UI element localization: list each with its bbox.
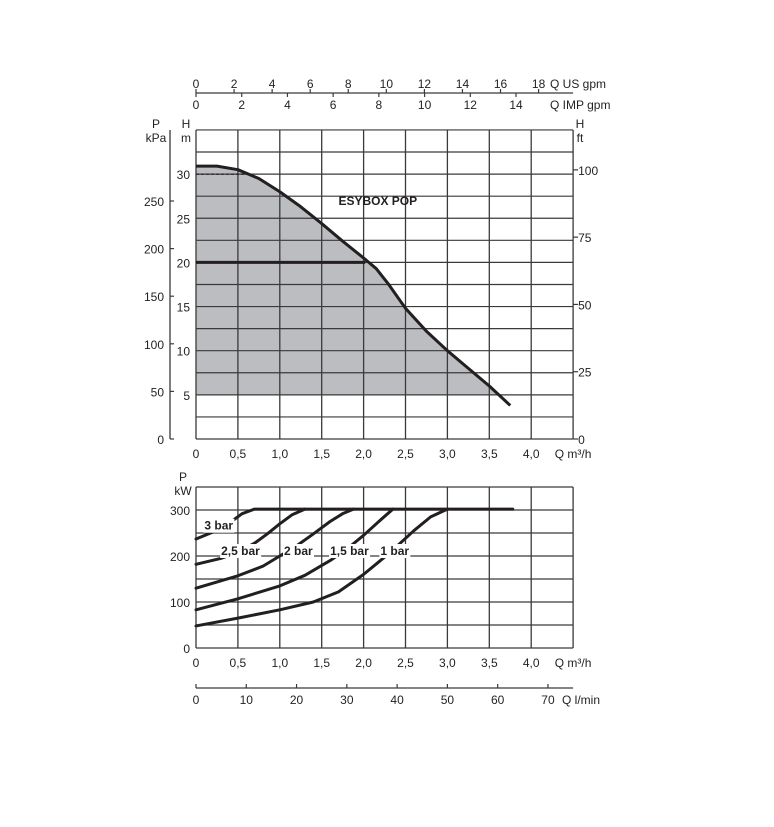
lmin-tick-label: 0 <box>193 693 200 707</box>
operating-area-fill <box>196 166 499 395</box>
y-tick-label-kw: 200 <box>170 550 190 564</box>
y-tick-label-h-m: 15 <box>177 301 191 315</box>
y-tick-label-h-m: 5 <box>183 389 190 403</box>
imp-gpm-tick-label: 10 <box>418 98 432 112</box>
y-tick-label-ft: 75 <box>578 231 592 245</box>
pump-curve-esybox-pop <box>196 164 512 407</box>
imp-gpm-tick-label: 4 <box>284 98 291 112</box>
x-tick-label: 1,5 <box>313 447 330 461</box>
x-tick-label: 1,0 <box>271 447 288 461</box>
us-gpm-tick-label: 2 <box>231 77 238 91</box>
x-tick-label: 2,0 <box>355 656 372 670</box>
x-tick-label: 3,0 <box>439 656 456 670</box>
series-label: 1,5 bar <box>330 544 369 558</box>
us-gpm-tick-label: 10 <box>380 77 394 91</box>
x-tick-label: 1,0 <box>271 656 288 670</box>
imp-gpm-tick-label: 2 <box>238 98 245 112</box>
series-label-esybox-pop: ESYBOX POP <box>338 194 417 208</box>
lmin-tick-label: 10 <box>240 693 254 707</box>
y-axis-label-p: P <box>179 470 187 484</box>
x-tick-label: 2,5 <box>397 447 414 461</box>
y-tick-label-kw: 0 <box>183 642 190 656</box>
x-tick-label: 0,5 <box>230 447 247 461</box>
y-axis-label-h-right: H <box>576 117 585 131</box>
y-tick-label-kw: 100 <box>170 596 190 610</box>
x-tick-label: 4,0 <box>523 656 540 670</box>
y-axis-label-kw: kW <box>174 484 192 498</box>
y-tick-label-kw: 300 <box>170 504 190 518</box>
x-tick-label: 0 <box>193 447 200 461</box>
y-axis-label-m: m <box>181 131 191 145</box>
us-gpm-axis-label: Q US gpm <box>550 77 606 91</box>
series-label: 1 bar <box>380 544 409 558</box>
us-gpm-tick-label: 16 <box>494 77 508 91</box>
x-tick-label: 0 <box>193 656 200 670</box>
y-tick-label-kpa: 100 <box>144 338 164 352</box>
y-tick-label-h-m: 20 <box>177 256 191 270</box>
y-tick-label-h-m: 30 <box>177 168 191 182</box>
lmin-tick-label: 40 <box>390 693 404 707</box>
x-tick-label: 0,5 <box>230 656 247 670</box>
x-axis-label: Q m³/h <box>555 447 592 461</box>
power-curve-1-bar <box>194 507 449 628</box>
us-gpm-tick-label: 4 <box>269 77 276 91</box>
us-gpm-tick-label: 0 <box>193 77 200 91</box>
y-tick-label-kpa: 250 <box>144 195 164 209</box>
x-tick-label: 4,0 <box>523 447 540 461</box>
us-gpm-tick-label: 6 <box>307 77 314 91</box>
power-curve-1-5-bar <box>194 507 395 612</box>
y-tick-label-h-m: 25 <box>177 212 191 226</box>
imp-gpm-tick-label: 6 <box>330 98 337 112</box>
x-tick-label: 3,5 <box>481 656 498 670</box>
lmin-tick-label: 60 <box>491 693 505 707</box>
y-tick-label-ft: 0 <box>578 433 585 447</box>
y-axis-label-p: P <box>152 117 160 131</box>
y-axis-label-ft: ft <box>577 131 584 145</box>
series-label: 2,5 bar <box>221 544 260 558</box>
y-tick-label-kpa: 0 <box>157 433 164 447</box>
x-tick-label: 2,5 <box>397 656 414 670</box>
series-label: 3 bar <box>204 519 233 533</box>
series-label-background <box>329 544 371 559</box>
lmin-tick-label: 50 <box>441 693 455 707</box>
lmin-axis-label: Q l/min <box>562 693 600 707</box>
x-tick-label: 3,0 <box>439 447 456 461</box>
imp-gpm-tick-label: 8 <box>376 98 383 112</box>
y-axis-label-h: H <box>182 117 191 131</box>
y-tick-label-kpa: 200 <box>144 243 164 257</box>
y-tick-label-kpa: 150 <box>144 290 164 304</box>
lmin-tick-label: 30 <box>340 693 354 707</box>
x-tick-label: 2,0 <box>355 447 372 461</box>
imp-gpm-tick-label: 14 <box>509 98 523 112</box>
us-gpm-tick-label: 14 <box>456 77 470 91</box>
imp-gpm-tick-label: 0 <box>193 98 200 112</box>
y-tick-label-ft: 50 <box>578 298 592 312</box>
series-label-background <box>220 544 262 559</box>
us-gpm-tick-label: 12 <box>418 77 432 91</box>
x-axis-label: Q m³/h <box>555 656 592 670</box>
lmin-tick-label: 20 <box>290 693 304 707</box>
y-tick-label-kpa: 50 <box>151 385 165 399</box>
us-gpm-tick-label: 18 <box>532 77 546 91</box>
series-label-background <box>203 518 235 533</box>
us-gpm-tick-label: 8 <box>345 77 352 91</box>
imp-gpm-axis-label: Q IMP gpm <box>550 98 610 112</box>
y-tick-label-ft: 100 <box>578 164 598 178</box>
y-axis-label-kpa: kPa <box>146 131 167 145</box>
series-label-background <box>379 544 411 559</box>
series-label: 2 bar <box>284 544 313 558</box>
power-curve-3-bar <box>194 507 515 541</box>
lmin-tick-label: 70 <box>541 693 555 707</box>
y-tick-label-ft: 25 <box>578 366 592 380</box>
imp-gpm-tick-label: 12 <box>464 98 478 112</box>
x-tick-label: 1,5 <box>313 656 330 670</box>
y-tick-label-h-m: 10 <box>177 345 191 359</box>
x-tick-label: 3,5 <box>481 447 498 461</box>
series-label-background <box>282 544 315 559</box>
